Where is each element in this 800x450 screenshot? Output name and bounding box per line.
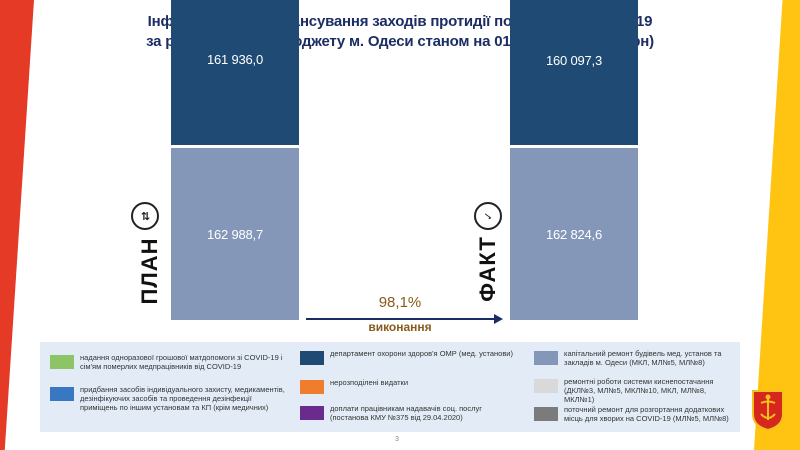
legend-swatch	[50, 387, 74, 401]
legend-swatch	[534, 351, 558, 365]
money-transfer-icon: ⇄	[131, 202, 159, 230]
legend-item: капітальний ремонт будівель мед. установ…	[534, 349, 734, 367]
odesa-coat-of-arms-icon	[752, 390, 784, 432]
fact-category-label: ФАКТ	[475, 236, 500, 302]
legend-swatch	[300, 380, 324, 394]
legend-item: доплати працівникам надавачів соц. послу…	[300, 404, 522, 422]
legend-swatch	[534, 379, 558, 393]
legend-label: ремонтні роботи системи киснепостачання …	[564, 377, 714, 404]
page-number: 3	[395, 436, 399, 443]
legend-item: придбання засобів індивідуального захист…	[50, 385, 288, 412]
bar-plan-segment-1: 161 936,0	[171, 0, 299, 145]
legend-label: капітальний ремонт будівель мед. установ…	[564, 349, 722, 367]
bar-fact-segment-0: 162 824,6	[510, 148, 638, 320]
legend-label: нерозподілені видатки	[330, 378, 409, 387]
legend-swatch	[50, 355, 74, 369]
legend-label: доплати працівникам надавачів соц. послу…	[330, 404, 482, 422]
legend-item: надання одноразової грошової матдопомоги…	[50, 353, 288, 371]
execution-percent: 98,1%	[378, 294, 422, 311]
execution-arrow-line	[306, 318, 496, 320]
execution-label: виконання	[368, 320, 432, 334]
legend-item: поточний ремонт для розгортання додатков…	[534, 405, 734, 423]
legend	[40, 342, 740, 432]
legend-label: придбання засобів індивідуального захист…	[80, 385, 285, 412]
legend-label: поточний ремонт для розгортання додатков…	[564, 405, 729, 423]
legend-swatch	[300, 406, 324, 420]
legend-item: департамент охорони здоров'я ОМР (мед. у…	[300, 349, 522, 365]
plan-category-label: ПЛАН	[137, 237, 162, 305]
legend-item: нерозподілені видатки	[300, 378, 522, 394]
legend-label: надання одноразової грошової матдопомоги…	[80, 353, 283, 371]
legend-item: ремонтні роботи системи киснепостачання …	[534, 377, 734, 404]
banknote-check-icon: ✓	[474, 202, 502, 230]
legend-label: департамент охорони здоров'я ОМР (мед. у…	[330, 349, 513, 358]
legend-swatch	[300, 351, 324, 365]
yellow-decor-stripe	[754, 0, 800, 450]
legend-swatch	[534, 407, 558, 421]
bar-plan-segment-0: 162 988,7	[171, 148, 299, 320]
red-decor-stripe	[0, 0, 34, 450]
arrow-right-icon	[494, 314, 503, 324]
bar-fact-segment-1: 160 097,3	[510, 0, 638, 145]
